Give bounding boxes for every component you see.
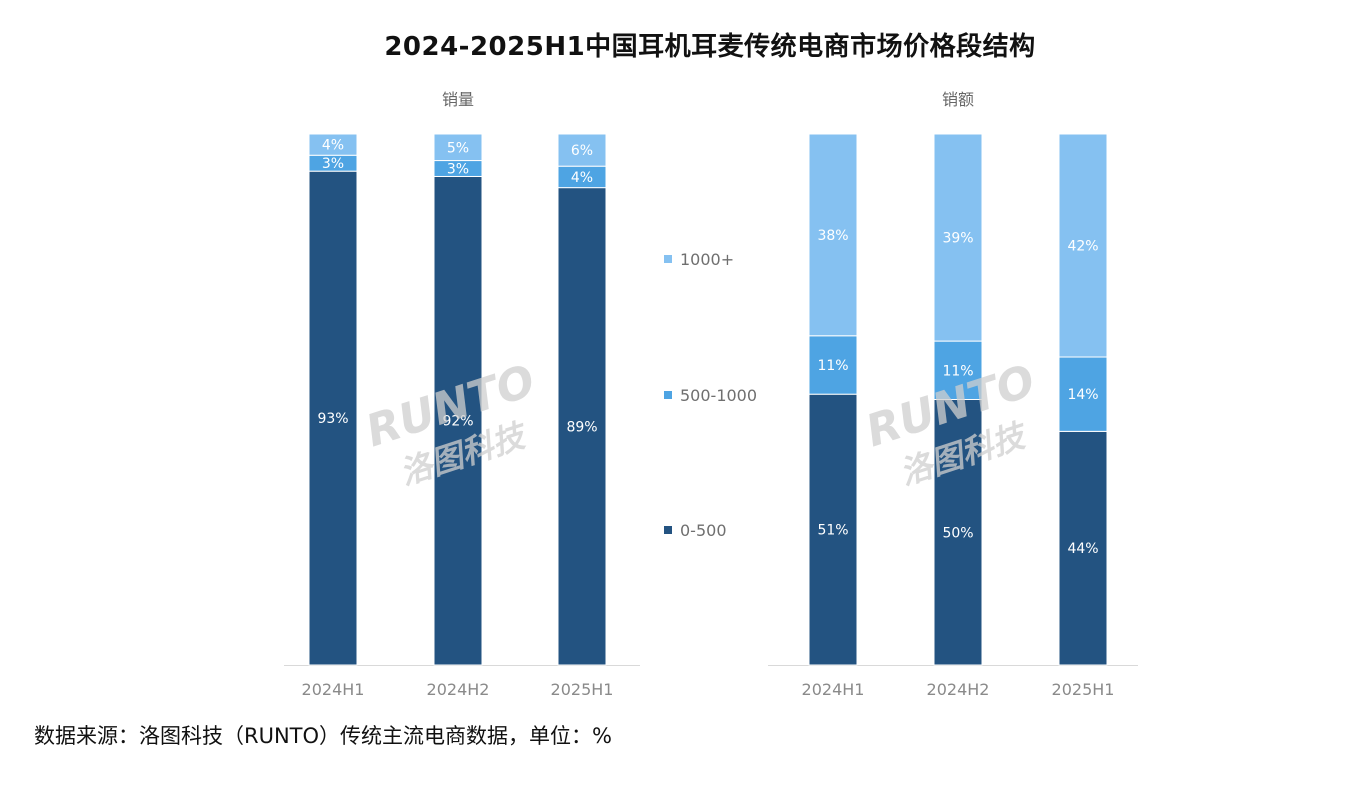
data-label: 14%: [1067, 387, 1098, 403]
x-tick-label: 2024H1: [302, 680, 365, 699]
data-label: 39%: [942, 231, 973, 247]
legend-swatch: [664, 526, 672, 534]
data-label: 92%: [442, 414, 473, 430]
legend: 1000+ 500-1000 0-500: [664, 250, 757, 540]
bar-segment-1000plus: [308, 133, 358, 156]
legend-item: 0-500: [664, 521, 727, 540]
bar-segment-0-500: [808, 393, 858, 666]
data-label: 6%: [571, 143, 593, 159]
legend-label: 0-500: [680, 521, 727, 540]
data-label: 4%: [571, 170, 593, 186]
legend-item: 1000+: [664, 250, 734, 269]
legend-swatch: [664, 391, 672, 399]
bar-segment-0-500: [433, 175, 483, 666]
data-label: 89%: [566, 419, 597, 435]
bar-segment-500-1000: [1058, 356, 1108, 432]
panel-subtitle: 销额: [942, 90, 974, 109]
chart-panel-2: 销额 51% 11% 38% 2024H1 50% 11% 39% 2024H2 44% 14% 42…: [768, 90, 1138, 699]
data-label: 3%: [322, 156, 344, 172]
bar-segment-0-500: [933, 399, 983, 666]
chart-marks: 销量 93% 3% 4% 2024H1 92% 3% 5% 2024H2 89% 4% 6% 2025H…: [284, 90, 1138, 699]
data-label: 11%: [817, 358, 848, 374]
x-tick-label: 2024H2: [927, 680, 990, 699]
x-tick-label: 2024H2: [427, 680, 490, 699]
panel-subtitle: 销量: [442, 90, 474, 109]
bar-segment-0-500: [1058, 430, 1108, 666]
bar-segment-500-1000: [808, 335, 858, 395]
bar-segment-1000plus: [557, 133, 607, 167]
x-tick-label: 2024H1: [802, 680, 865, 699]
data-label: 5%: [447, 140, 469, 156]
data-label: 51%: [817, 523, 848, 539]
data-label: 50%: [942, 525, 973, 541]
data-label: 4%: [322, 138, 344, 154]
data-label: 3%: [447, 162, 469, 178]
data-label: 44%: [1067, 541, 1098, 557]
bar-segment-0-500: [308, 170, 358, 666]
bar-segment-1000plus: [433, 133, 483, 162]
legend-swatch: [664, 255, 672, 263]
x-tick-label: 2025H1: [551, 680, 614, 699]
data-label: 93%: [317, 411, 348, 427]
bar-segment-1000plus: [933, 133, 983, 342]
legend-item: 500-1000: [664, 386, 757, 405]
bar-segment-1000plus: [808, 133, 858, 337]
x-tick-label: 2025H1: [1052, 680, 1115, 699]
data-label: 38%: [817, 228, 848, 244]
data-label: 42%: [1067, 239, 1098, 255]
source-note: 数据来源：洛图科技（RUNTO）传统主流电商数据，单位：%: [34, 724, 612, 748]
chart-panel-1: 销量 93% 3% 4% 2024H1 92% 3% 5% 2024H2 89% 4% 6% 2025H…: [284, 90, 640, 699]
data-label: 11%: [942, 363, 973, 379]
bar-segment-500-1000: [933, 340, 983, 400]
chart-title: 2024-2025H1中国耳机耳麦传统电商市场价格段结构: [384, 32, 1036, 62]
legend-label: 500-1000: [680, 386, 757, 405]
bar-segment-1000plus: [1058, 133, 1108, 358]
legend-label: 1000+: [680, 250, 734, 269]
